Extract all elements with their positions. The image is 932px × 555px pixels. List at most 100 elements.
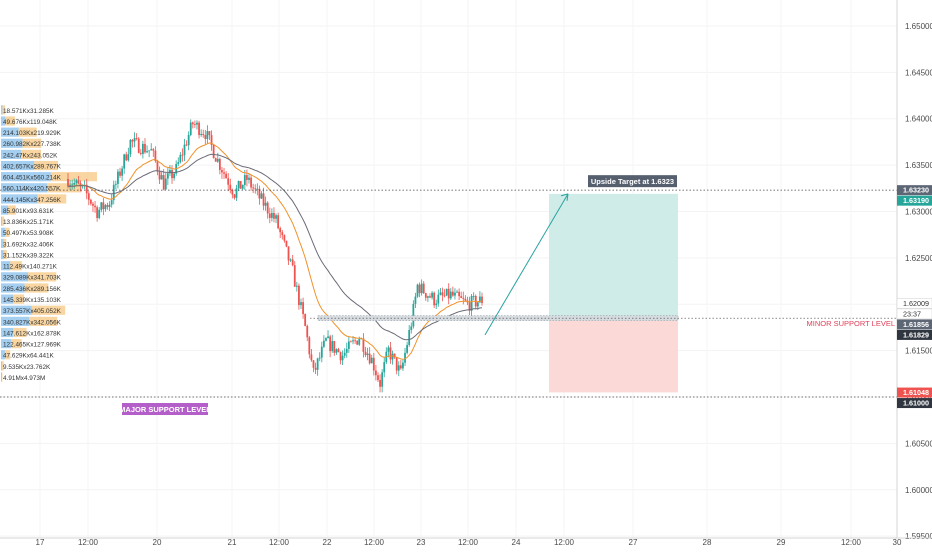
candle-body [173,173,176,179]
volume-profile-sell-bar [11,339,22,349]
price-tick-label: 1.61500 [905,347,932,356]
candle-body [106,205,109,207]
candle-body [479,296,481,303]
candle-body [439,292,442,295]
candle-body [327,336,329,339]
candle-body [329,336,332,352]
candle-body [312,360,315,368]
price-tag-bg [897,319,932,330]
volume-profile-label: 260.982Kx227.738K [3,141,62,148]
candle-body [347,341,350,349]
price-tag-label: 1.63190 [903,196,929,205]
volume-profile-sell-bar [1,372,3,382]
candle-body [139,152,142,154]
time-tick-label: 12:00 [841,538,862,547]
candle-body [206,131,209,139]
volume-profile-sell-bar [1,361,4,371]
candle-body [73,182,76,185]
candle-body [445,288,448,296]
candle-body [302,302,304,315]
major-support-label-bg [122,403,208,416]
candle-body [414,296,417,304]
volume-profile-label: 112.49Kx140.271K [3,264,58,271]
time-tick-label: 12:00 [78,538,99,547]
candle-body [298,285,300,306]
time-tick-label: 17 [36,538,45,547]
volume-profile-label: 242.47Kx243.052K [3,152,58,159]
projection-arrow-shaft[interactable] [484,193,569,336]
projection-arrow[interactable] [484,193,569,336]
price-tick-label: 1.63500 [905,161,932,170]
candle-body [374,370,377,376]
candle-body [322,340,325,347]
volume-profile-buy-bar [1,105,3,115]
price-tick-label: 1.59500 [905,532,932,541]
candle-body [96,207,99,219]
target-zone[interactable] [549,193,678,318]
candle-body [435,303,438,306]
candle-body [456,291,458,293]
candle-body [67,179,69,187]
time-axis[interactable]: 17 12:00 20 21 12:00 22 12:00 23 12:00 24 12:00 27 2… [0,537,932,547]
volume-profile-sell-bar [47,183,82,193]
candle-body [408,329,411,345]
candle-body [362,338,365,352]
candle-body [416,284,419,297]
candle-body [422,283,425,294]
candle-body [162,175,165,190]
volume-profile-buy-bar [1,294,13,304]
candle-body [212,145,215,159]
candle-body [229,184,232,190]
projection-arrow-head[interactable] [560,193,569,201]
volume-profile-sell-bar [29,316,58,326]
volume-profile-label: 4.91Mx4.973M [3,375,45,382]
candle-body [131,139,134,142]
candle-body [117,171,119,184]
candle-body [185,144,188,146]
candle-body [310,354,313,361]
volume-profile-buy-bar [1,216,3,226]
candle-body [262,193,265,206]
time-tick-label: 20 [153,538,162,547]
time-tick-label: 30 [893,538,902,547]
candle-body [481,296,483,304]
volume-profile-buy-bar [1,116,6,126]
candle-body [231,189,234,195]
candle-body [121,168,123,176]
volume-profile-sell-bar [3,238,7,249]
long-position-tool[interactable] [549,193,678,393]
volume-profile-sell-bar [5,227,10,237]
candle-body [223,172,225,174]
candle-body [102,202,105,210]
price-axis[interactable]: 1.65000 1.64500 1.64000 1.63500 1.63000 1.625… [896,0,932,541]
candle-body [285,240,288,247]
minor-support-zone [317,315,679,321]
candle-body [156,161,159,172]
candle-body [293,265,296,287]
candle-body [295,285,298,287]
candle-body [277,215,280,229]
candle-body [250,177,252,188]
candle-body [119,171,121,176]
volume-profile-label: 18.571Kx31.285K [3,108,55,115]
candle-body [354,340,356,342]
price-tick-label: 1.60000 [905,486,932,495]
candle-body [356,340,359,345]
ma-fast-line [67,142,483,360]
stop-zone[interactable] [549,317,678,393]
candle-body [135,138,138,139]
volume-profile-sell-bar [22,138,42,148]
candle-body [237,180,240,189]
moving-averages [67,142,483,360]
candle-body [239,180,242,189]
volume-profile-sell-bar [34,160,59,171]
volume-profile-buy-bar [1,339,12,349]
price-tag-bg [896,308,932,320]
candle-body [216,158,219,162]
candle-body [196,122,198,125]
candle-body [233,194,236,198]
price-tick-label: 1.64500 [905,68,932,77]
